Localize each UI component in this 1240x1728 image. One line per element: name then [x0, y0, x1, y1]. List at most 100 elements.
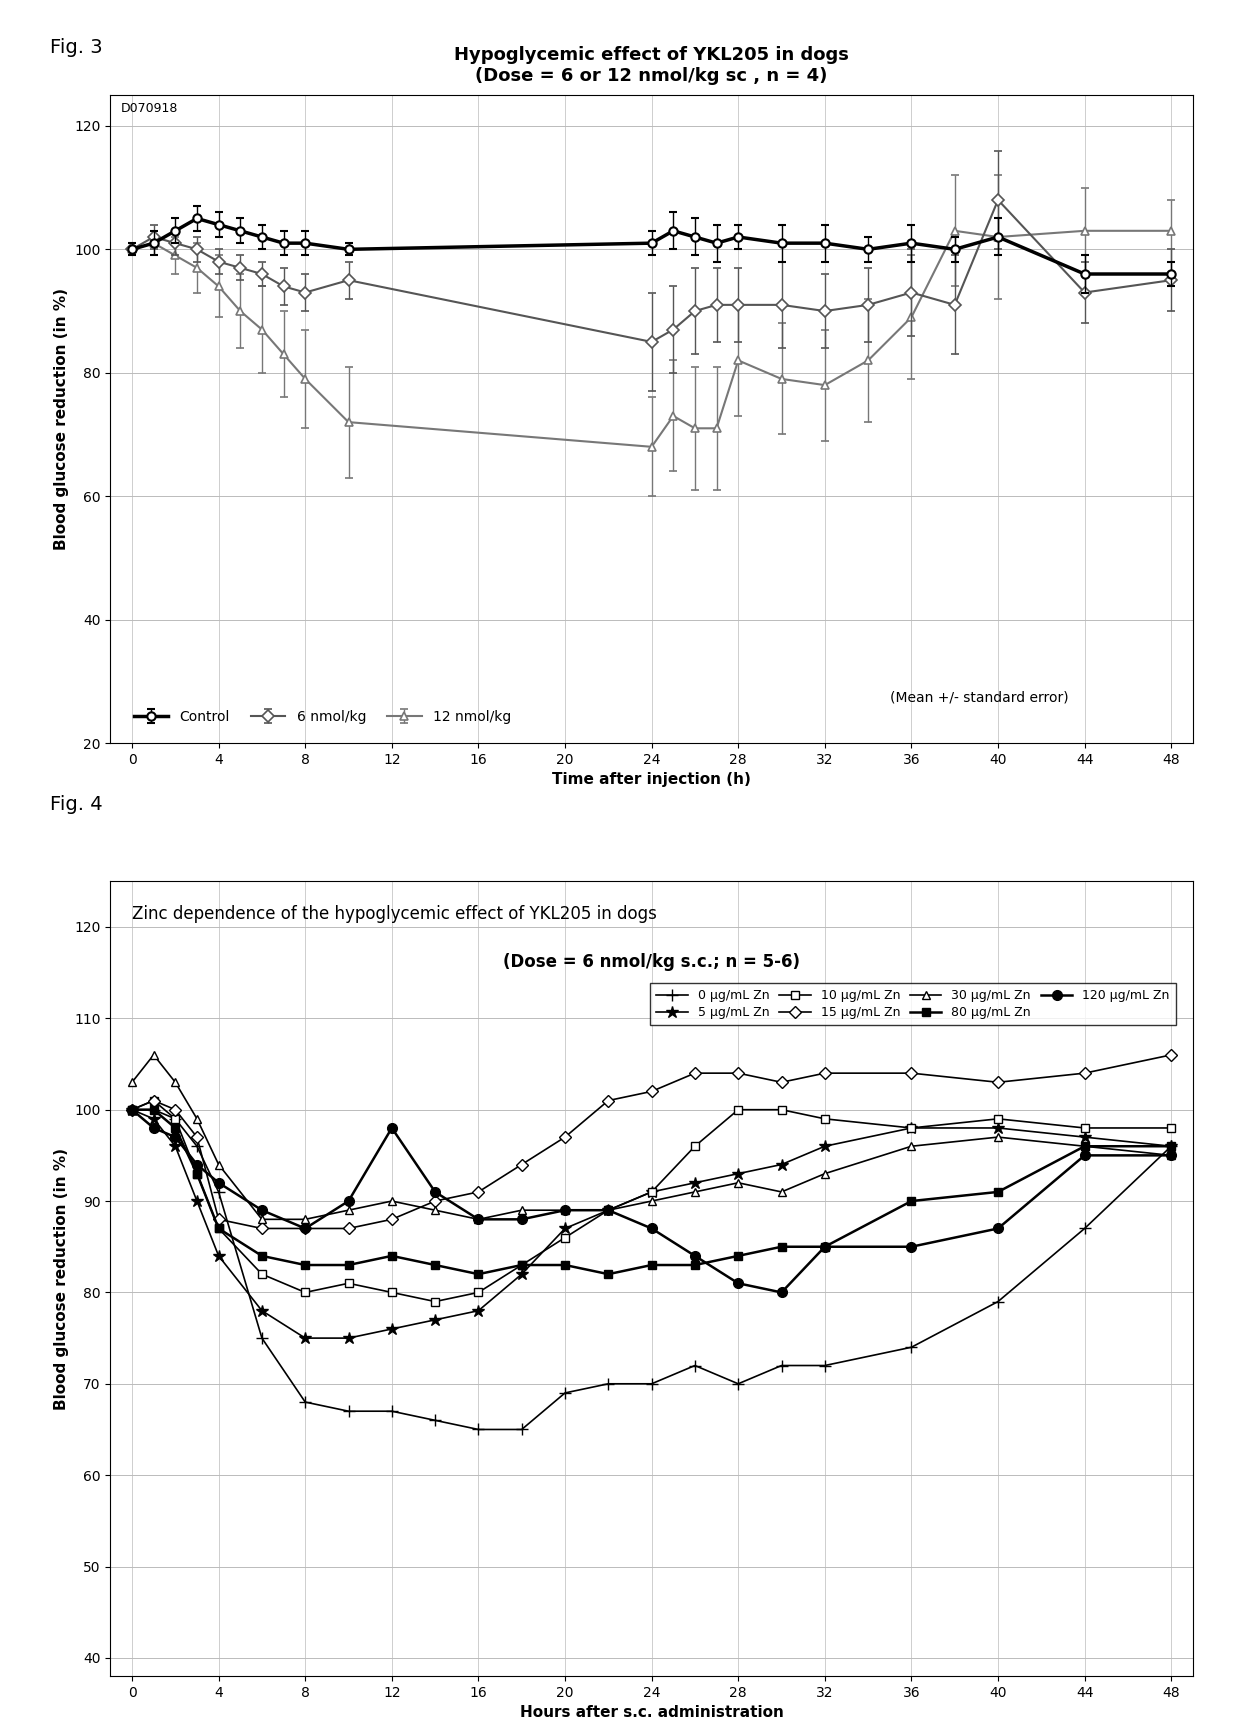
120 µg/mL Zn — [687, 1246, 702, 1267]
0 µg/mL Zn — [558, 1382, 573, 1403]
80 µg/mL Zn — [904, 1191, 919, 1211]
10 µg/mL Zn — [254, 1263, 269, 1284]
5 µg/mL Zn — [774, 1154, 789, 1175]
5 µg/mL Zn — [730, 1163, 745, 1184]
15 µg/mL Zn — [190, 1127, 205, 1147]
0 µg/mL Zn — [124, 1099, 139, 1120]
120 µg/mL Zn — [774, 1282, 789, 1303]
80 µg/mL Zn — [558, 1255, 573, 1275]
5 µg/mL Zn — [904, 1118, 919, 1139]
120 µg/mL Zn — [190, 1154, 205, 1175]
80 µg/mL Zn — [687, 1255, 702, 1275]
5 µg/mL Zn — [254, 1301, 269, 1322]
80 µg/mL Zn — [991, 1182, 1006, 1203]
0 µg/mL Zn — [774, 1355, 789, 1375]
120 µg/mL Zn — [341, 1191, 356, 1211]
15 µg/mL Zn — [904, 1063, 919, 1083]
30 µg/mL Zn — [558, 1199, 573, 1220]
80 µg/mL Zn — [645, 1255, 660, 1275]
0 µg/mL Zn — [211, 1182, 226, 1203]
5 µg/mL Zn — [601, 1199, 616, 1220]
10 µg/mL Zn — [774, 1099, 789, 1120]
Line: 5 µg/mL Zn: 5 µg/mL Zn — [125, 1104, 1178, 1344]
Y-axis label: Blood glucose reduction (in %): Blood glucose reduction (in %) — [53, 1147, 68, 1410]
0 µg/mL Zn — [146, 1099, 161, 1120]
30 µg/mL Zn — [124, 1071, 139, 1092]
120 µg/mL Zn — [146, 1118, 161, 1139]
Y-axis label: Blood glucose reduction (in %): Blood glucose reduction (in %) — [53, 289, 68, 550]
5 µg/mL Zn — [146, 1108, 161, 1128]
80 µg/mL Zn — [730, 1246, 745, 1267]
120 µg/mL Zn — [211, 1172, 226, 1192]
120 µg/mL Zn — [730, 1274, 745, 1294]
15 µg/mL Zn — [254, 1218, 269, 1239]
15 µg/mL Zn — [687, 1063, 702, 1083]
10 µg/mL Zn — [817, 1108, 832, 1128]
30 µg/mL Zn — [1078, 1135, 1092, 1156]
120 µg/mL Zn — [298, 1218, 312, 1239]
10 µg/mL Zn — [601, 1199, 616, 1220]
30 µg/mL Zn — [471, 1210, 486, 1230]
15 µg/mL Zn — [558, 1127, 573, 1147]
0 µg/mL Zn — [167, 1108, 182, 1128]
10 µg/mL Zn — [298, 1282, 312, 1303]
30 µg/mL Zn — [167, 1071, 182, 1092]
10 µg/mL Zn — [428, 1291, 443, 1312]
15 µg/mL Zn — [471, 1182, 486, 1203]
0 µg/mL Zn — [341, 1401, 356, 1422]
10 µg/mL Zn — [1164, 1118, 1179, 1139]
0 µg/mL Zn — [730, 1374, 745, 1394]
120 µg/mL Zn — [991, 1218, 1006, 1239]
30 µg/mL Zn — [645, 1191, 660, 1211]
5 µg/mL Zn — [515, 1263, 529, 1284]
Line: 120 µg/mL Zn: 120 µg/mL Zn — [128, 1104, 1176, 1298]
30 µg/mL Zn — [601, 1199, 616, 1220]
30 µg/mL Zn — [730, 1172, 745, 1192]
15 µg/mL Zn — [515, 1154, 529, 1175]
5 µg/mL Zn — [428, 1310, 443, 1331]
80 µg/mL Zn — [190, 1163, 205, 1184]
80 µg/mL Zn — [1078, 1135, 1092, 1156]
0 µg/mL Zn — [904, 1337, 919, 1358]
10 µg/mL Zn — [124, 1099, 139, 1120]
80 µg/mL Zn — [601, 1263, 616, 1284]
Line: 0 µg/mL Zn: 0 µg/mL Zn — [126, 1104, 1177, 1434]
80 µg/mL Zn — [515, 1255, 529, 1275]
5 µg/mL Zn — [341, 1327, 356, 1348]
80 µg/mL Zn — [124, 1099, 139, 1120]
10 µg/mL Zn — [687, 1135, 702, 1156]
Line: 30 µg/mL Zn: 30 µg/mL Zn — [128, 1051, 1176, 1223]
80 µg/mL Zn — [211, 1218, 226, 1239]
30 µg/mL Zn — [1164, 1146, 1179, 1166]
Line: 15 µg/mL Zn: 15 µg/mL Zn — [128, 1051, 1176, 1232]
80 µg/mL Zn — [254, 1246, 269, 1267]
80 µg/mL Zn — [1164, 1135, 1179, 1156]
30 µg/mL Zn — [774, 1182, 789, 1203]
5 µg/mL Zn — [124, 1099, 139, 1120]
10 µg/mL Zn — [341, 1274, 356, 1294]
Text: Fig. 4: Fig. 4 — [50, 795, 102, 814]
80 µg/mL Zn — [471, 1263, 486, 1284]
0 µg/mL Zn — [428, 1410, 443, 1431]
80 µg/mL Zn — [774, 1236, 789, 1256]
5 µg/mL Zn — [645, 1182, 660, 1203]
0 µg/mL Zn — [687, 1355, 702, 1375]
0 µg/mL Zn — [384, 1401, 399, 1422]
120 µg/mL Zn — [1164, 1146, 1179, 1166]
10 µg/mL Zn — [991, 1108, 1006, 1128]
15 µg/mL Zn — [341, 1218, 356, 1239]
Legend: Control, 6 nmol/kg, 12 nmol/kg: Control, 6 nmol/kg, 12 nmol/kg — [128, 705, 517, 729]
Line: 80 µg/mL Zn: 80 µg/mL Zn — [128, 1106, 1176, 1279]
Title: Hypoglycemic effect of YKL205 in dogs
(Dose = 6 or 12 nmol/kg sc , n = 4): Hypoglycemic effect of YKL205 in dogs (D… — [454, 47, 849, 85]
120 µg/mL Zn — [167, 1127, 182, 1147]
0 µg/mL Zn — [817, 1355, 832, 1375]
10 µg/mL Zn — [211, 1218, 226, 1239]
X-axis label: Time after injection (h): Time after injection (h) — [552, 772, 751, 788]
15 µg/mL Zn — [124, 1099, 139, 1120]
120 µg/mL Zn — [904, 1236, 919, 1256]
0 µg/mL Zn — [190, 1135, 205, 1156]
15 µg/mL Zn — [1164, 1044, 1179, 1064]
10 µg/mL Zn — [730, 1099, 745, 1120]
Text: (Dose = 6 nmol/kg s.c.; n = 5-6): (Dose = 6 nmol/kg s.c.; n = 5-6) — [503, 952, 800, 971]
5 µg/mL Zn — [298, 1327, 312, 1348]
